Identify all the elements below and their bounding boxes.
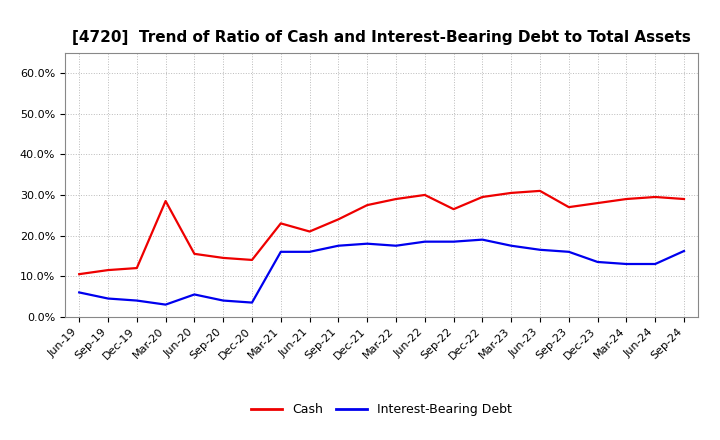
Interest-Bearing Debt [248, 300, 256, 305]
Interest-Bearing Debt [75, 290, 84, 295]
Cash [132, 265, 141, 271]
Cash [564, 205, 573, 210]
Cash [420, 192, 429, 198]
Interest-Bearing Debt [392, 243, 400, 248]
Interest-Bearing Debt [680, 248, 688, 253]
Cash [478, 194, 487, 200]
Interest-Bearing Debt [161, 302, 170, 307]
Cash [161, 198, 170, 204]
Interest-Bearing Debt [334, 243, 343, 248]
Line: Cash: Cash [79, 191, 684, 274]
Cash [651, 194, 660, 200]
Cash [334, 216, 343, 222]
Interest-Bearing Debt [564, 249, 573, 254]
Interest-Bearing Debt [593, 259, 602, 264]
Line: Interest-Bearing Debt: Interest-Bearing Debt [79, 240, 684, 304]
Cash [104, 268, 112, 273]
Interest-Bearing Debt [276, 249, 285, 254]
Cash [536, 188, 544, 194]
Legend: Cash, Interest-Bearing Debt: Cash, Interest-Bearing Debt [246, 399, 517, 422]
Interest-Bearing Debt [622, 261, 631, 267]
Interest-Bearing Debt [104, 296, 112, 301]
Cash [305, 229, 314, 234]
Cash [622, 196, 631, 202]
Title: [4720]  Trend of Ratio of Cash and Interest-Bearing Debt to Total Assets: [4720] Trend of Ratio of Cash and Intere… [72, 29, 691, 45]
Interest-Bearing Debt [420, 239, 429, 244]
Cash [190, 251, 199, 257]
Interest-Bearing Debt [219, 298, 228, 303]
Cash [507, 190, 516, 195]
Cash [276, 221, 285, 226]
Cash [593, 201, 602, 206]
Interest-Bearing Debt [190, 292, 199, 297]
Interest-Bearing Debt [507, 243, 516, 248]
Cash [248, 257, 256, 263]
Interest-Bearing Debt [651, 261, 660, 267]
Interest-Bearing Debt [363, 241, 372, 246]
Interest-Bearing Debt [478, 237, 487, 242]
Cash [680, 196, 688, 202]
Cash [363, 202, 372, 208]
Cash [219, 255, 228, 260]
Interest-Bearing Debt [305, 249, 314, 254]
Cash [75, 271, 84, 277]
Interest-Bearing Debt [449, 239, 458, 244]
Cash [449, 206, 458, 212]
Interest-Bearing Debt [536, 247, 544, 253]
Cash [392, 196, 400, 202]
Interest-Bearing Debt [132, 298, 141, 303]
